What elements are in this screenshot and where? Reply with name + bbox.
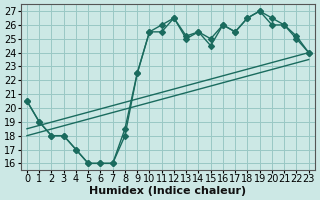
X-axis label: Humidex (Indice chaleur): Humidex (Indice chaleur) <box>89 186 246 196</box>
